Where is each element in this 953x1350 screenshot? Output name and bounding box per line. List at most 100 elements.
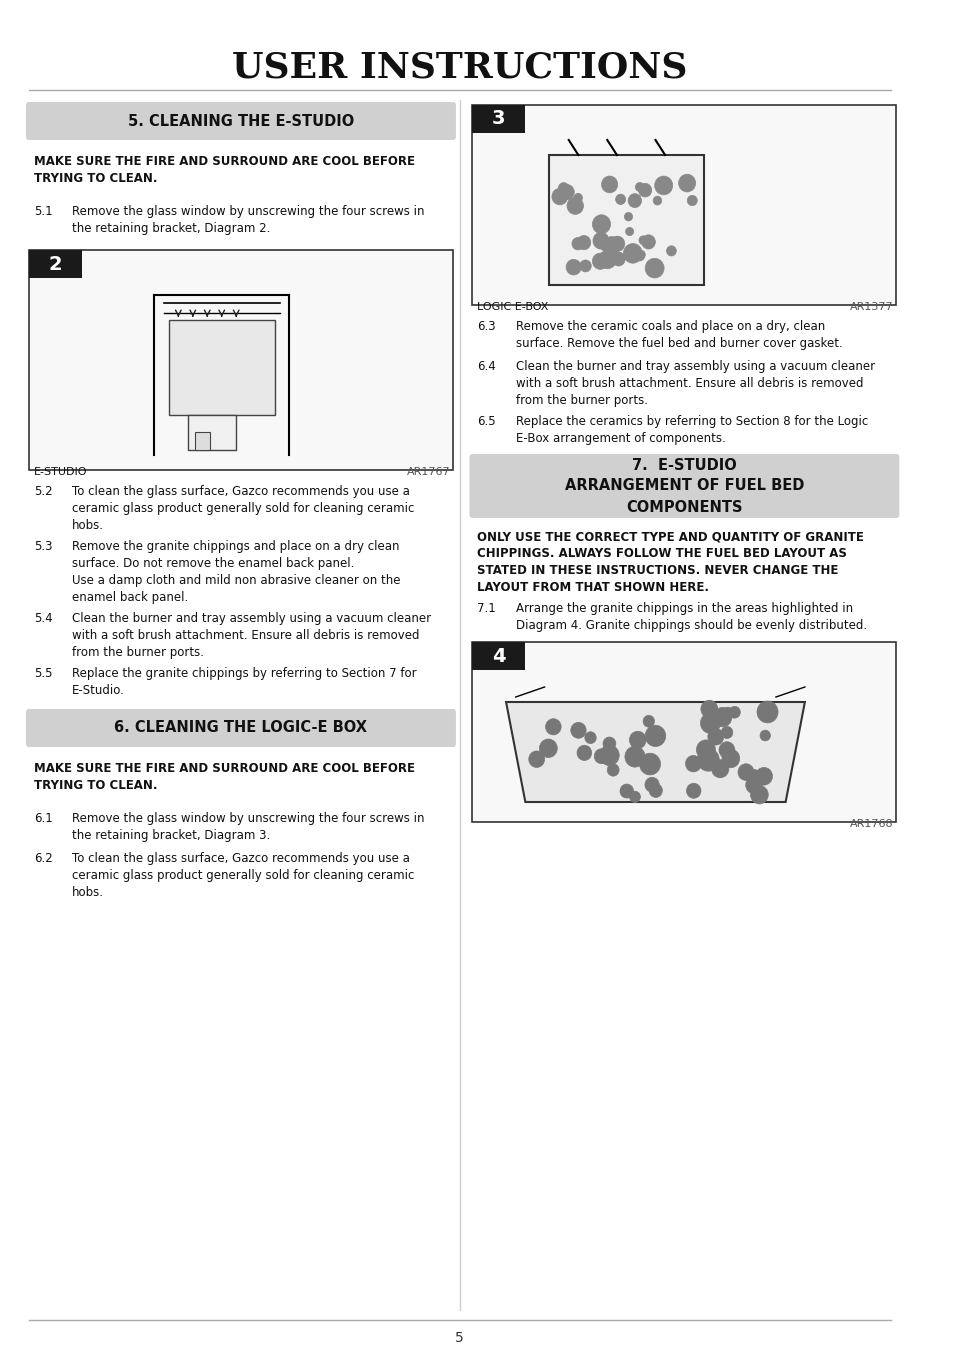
Text: Replace the granite chippings by referring to Section 7 for
E-Studio.: Replace the granite chippings by referri… (72, 667, 416, 697)
Text: 5.2: 5.2 (33, 485, 52, 498)
Text: 2: 2 (49, 255, 62, 274)
Text: E-STUDIO: E-STUDIO (33, 467, 87, 477)
Circle shape (609, 236, 624, 251)
Text: 6.5: 6.5 (476, 414, 496, 428)
Text: 6.4: 6.4 (476, 360, 496, 373)
Circle shape (648, 783, 661, 798)
Circle shape (593, 232, 609, 250)
Circle shape (644, 725, 665, 747)
Circle shape (685, 756, 700, 772)
Text: To clean the glass surface, Gazco recommends you use a
ceramic glass product gen: To clean the glass surface, Gazco recomm… (72, 485, 415, 532)
Circle shape (641, 235, 655, 248)
Bar (472, 643, 525, 670)
Text: AR1377: AR1377 (849, 302, 893, 312)
Text: 6.2: 6.2 (33, 852, 52, 865)
Text: 6.3: 6.3 (476, 320, 496, 333)
Bar (29, 250, 453, 470)
Circle shape (598, 250, 616, 269)
Text: Remove the granite chippings and place on a dry clean
surface. Do not remove the: Remove the granite chippings and place o… (72, 540, 400, 603)
Circle shape (619, 784, 633, 798)
Bar (29, 250, 82, 278)
Circle shape (558, 182, 569, 193)
Circle shape (760, 730, 770, 741)
Circle shape (653, 196, 661, 205)
Circle shape (601, 176, 618, 193)
Circle shape (635, 251, 644, 261)
Text: Clean the burner and tray assembly using a vacuum cleaner
with a soft brush atta: Clean the burner and tray assembly using… (72, 612, 431, 659)
Circle shape (711, 760, 728, 778)
Bar (188, 414, 236, 450)
Circle shape (577, 745, 591, 760)
Bar (549, 155, 703, 285)
Circle shape (566, 197, 583, 215)
Circle shape (750, 786, 767, 805)
Text: MAKE SURE THE FIRE AND SURROUND ARE COOL BEFORE
TRYING TO CLEAN.: MAKE SURE THE FIRE AND SURROUND ARE COOL… (33, 761, 415, 792)
Text: 6. CLEANING THE LOGIC-E BOX: 6. CLEANING THE LOGIC-E BOX (114, 721, 367, 736)
Circle shape (615, 194, 625, 205)
Circle shape (721, 749, 739, 768)
Circle shape (611, 252, 624, 266)
Bar (472, 105, 896, 305)
Text: 5.4: 5.4 (33, 612, 52, 625)
Text: Clean the burner and tray assembly using a vacuum cleaner
with a soft brush atta: Clean the burner and tray assembly using… (516, 360, 874, 406)
Circle shape (602, 737, 616, 751)
Circle shape (678, 174, 695, 192)
Bar (472, 643, 896, 822)
Circle shape (625, 227, 633, 236)
Text: MAKE SURE THE FIRE AND SURROUND ARE COOL BEFORE
TRYING TO CLEAN.: MAKE SURE THE FIRE AND SURROUND ARE COOL… (33, 155, 415, 185)
Circle shape (639, 236, 647, 244)
Circle shape (738, 764, 753, 780)
Circle shape (666, 246, 676, 256)
Text: 7.  E-STUDIO
ARRANGEMENT OF FUEL BED
COMPONENTS: 7. E-STUDIO ARRANGEMENT OF FUEL BED COMP… (564, 458, 803, 514)
Bar (169, 320, 274, 414)
Text: ONLY USE THE CORRECT TYPE AND QUANTITY OF GRANITE
CHIPPINGS. ALWAYS FOLLOW THE F: ONLY USE THE CORRECT TYPE AND QUANTITY O… (476, 531, 863, 594)
Circle shape (598, 745, 618, 765)
Circle shape (622, 243, 641, 263)
Circle shape (607, 764, 618, 776)
Text: 7.1: 7.1 (476, 602, 496, 616)
Circle shape (755, 767, 772, 786)
Circle shape (728, 706, 740, 718)
Circle shape (642, 716, 654, 728)
Circle shape (629, 791, 639, 802)
Circle shape (756, 701, 778, 722)
Circle shape (719, 741, 734, 759)
FancyBboxPatch shape (26, 103, 456, 140)
Circle shape (570, 722, 585, 738)
Circle shape (654, 176, 672, 194)
Circle shape (745, 769, 761, 786)
Circle shape (697, 748, 719, 771)
Text: Replace the ceramics by referring to Section 8 for the Logic
E-Box arrangement o: Replace the ceramics by referring to Sec… (516, 414, 867, 446)
Text: LOGIC E-BOX: LOGIC E-BOX (476, 302, 548, 312)
Circle shape (638, 184, 651, 197)
Circle shape (700, 713, 720, 733)
Circle shape (624, 747, 644, 767)
Text: AR1767: AR1767 (406, 467, 450, 477)
Text: 3: 3 (492, 109, 505, 128)
Circle shape (602, 236, 619, 255)
Text: AR1768: AR1768 (849, 819, 893, 829)
Circle shape (700, 701, 717, 718)
Circle shape (565, 259, 580, 275)
Circle shape (637, 250, 644, 259)
Text: Arrange the granite chippings in the areas highlighted in
Diagram 4. Granite chi: Arrange the granite chippings in the are… (516, 602, 866, 632)
Circle shape (629, 732, 645, 748)
Circle shape (635, 182, 643, 192)
Text: 6.1: 6.1 (33, 811, 52, 825)
Circle shape (599, 238, 614, 252)
FancyBboxPatch shape (469, 454, 899, 518)
Circle shape (528, 751, 544, 767)
Circle shape (592, 215, 610, 234)
Circle shape (579, 261, 591, 271)
Circle shape (707, 729, 723, 745)
Text: 5. CLEANING THE E-STUDIO: 5. CLEANING THE E-STUDIO (128, 113, 354, 128)
Circle shape (592, 252, 607, 269)
Circle shape (686, 783, 700, 798)
Circle shape (551, 189, 567, 205)
Circle shape (696, 740, 715, 760)
Text: Remove the glass window by unscrewing the four screws in
the retaining bracket, : Remove the glass window by unscrewing th… (72, 811, 424, 842)
Text: 5.1: 5.1 (33, 205, 52, 217)
Text: 4: 4 (492, 647, 505, 666)
Circle shape (686, 196, 697, 205)
Circle shape (559, 185, 574, 200)
